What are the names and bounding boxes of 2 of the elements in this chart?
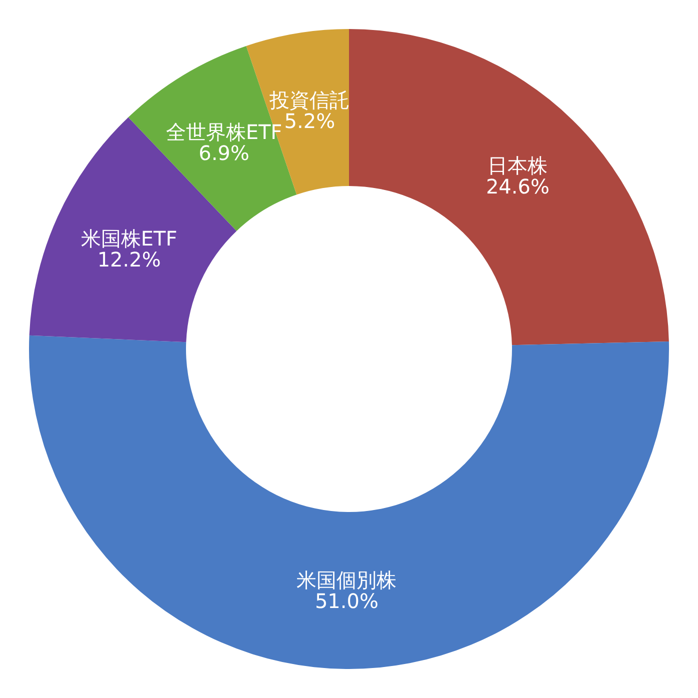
donut-slice [349,29,669,346]
donut-slice [29,335,669,669]
